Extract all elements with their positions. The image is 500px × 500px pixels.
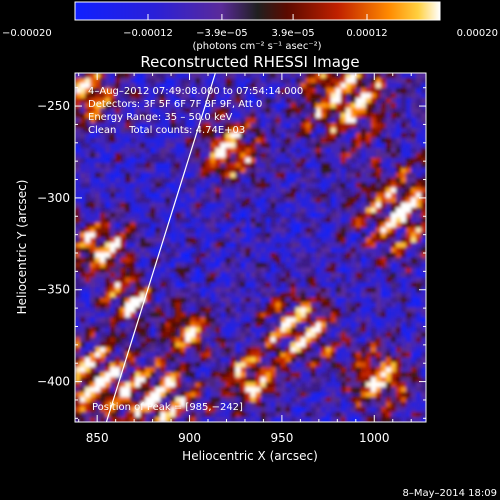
annotation-clean-counts: Clean Total counts: 4.74E+03	[88, 125, 245, 136]
colorbar-ticks: −0.00020 −0.00012 −3.9e−05 3.9e−05 0.00012 0.…	[2, 14, 498, 39]
x-tick-label: 900	[178, 431, 201, 445]
chart-title: Reconstructed RHESSI Image	[140, 53, 359, 71]
y-tick-label: −250	[37, 99, 70, 113]
colorbar-tick-label: −3.9e−05	[196, 28, 248, 39]
x-tick-label: 850	[86, 431, 109, 445]
colorbar-tick-label: −0.00020	[2, 28, 52, 39]
peak-position-label: Position of Peak = [985,−242]	[92, 402, 243, 413]
axis-ticks: 850 900 950 1000 −400 −350 −300 −250	[37, 73, 426, 445]
colorbar-tick-label: 0.00012	[346, 28, 387, 39]
colorbar-unit-label: (photons cm⁻² s⁻¹ asec⁻²)	[192, 41, 321, 52]
heatmap	[75, 73, 426, 422]
colorbar-tick-label: −0.00012	[123, 28, 173, 39]
footer-date: 8–May–2014 18:09	[403, 488, 497, 499]
y-axis-label: Heliocentric Y (arcsec)	[15, 180, 29, 315]
colorbar-tick-label: 3.9e−05	[272, 28, 315, 39]
annotation-detectors: Detectors: 3F 5F 6F 7F 8F 9F, Att 0	[88, 99, 262, 110]
y-tick-label: −300	[37, 191, 70, 205]
plot-frame	[74, 72, 427, 423]
x-axis-label: Heliocentric X (arcsec)	[182, 449, 318, 463]
y-tick-label: −400	[37, 375, 70, 389]
y-tick-label: −350	[37, 283, 70, 297]
annotation-energy-range: Energy Range: 35 – 50.0 keV	[88, 112, 233, 123]
limb-line	[105, 73, 216, 422]
colorbar-tick-label: 0.00020	[457, 28, 498, 39]
annotation-time-range: 4–Aug–2012 07:49:08.000 to 07:54:14.000	[88, 86, 303, 97]
colorbar	[74, 1, 441, 21]
x-tick-label: 950	[270, 431, 293, 445]
x-tick-label: 1000	[359, 431, 390, 445]
